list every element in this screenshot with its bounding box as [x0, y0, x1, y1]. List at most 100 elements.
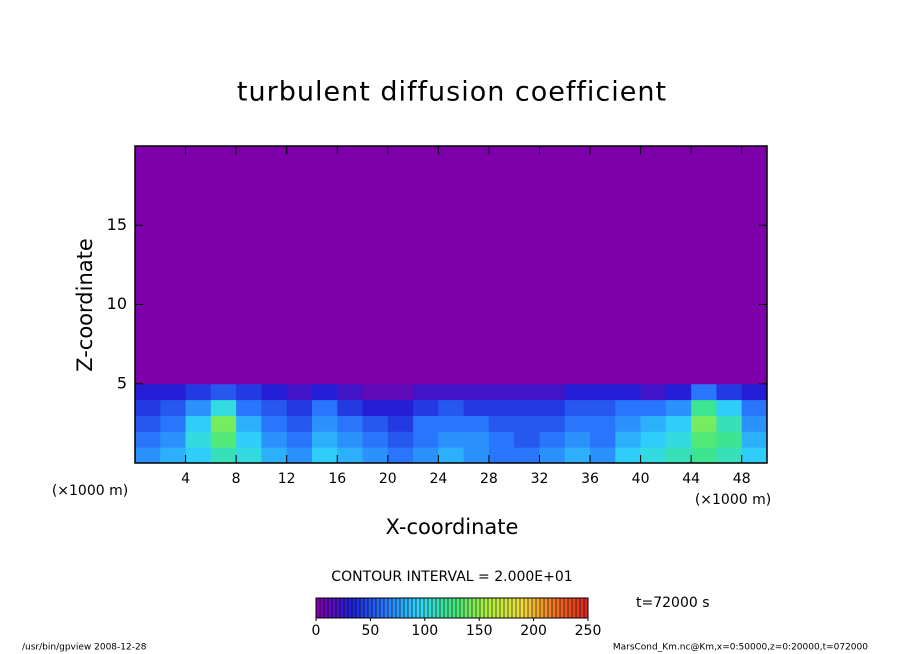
- x-tick-label: 36: [581, 471, 599, 487]
- heatmap-cell: [413, 447, 439, 464]
- heatmap-cell: [311, 447, 338, 464]
- heatmap-cell: [236, 399, 262, 416]
- heatmap-cell: [590, 431, 616, 448]
- heatmap-cell: [514, 399, 540, 416]
- heatmap-cell: [741, 399, 768, 416]
- heatmap-cell: [615, 431, 642, 448]
- heatmap-cell: [564, 415, 591, 432]
- heatmap-cell: [438, 146, 465, 385]
- x-tick-label: 40: [632, 471, 650, 487]
- heatmap-cell: [261, 399, 288, 416]
- heatmap-cell: [564, 431, 591, 448]
- heatmap-cell: [615, 146, 642, 385]
- heatmap-cell: [539, 383, 566, 401]
- contour-interval: CONTOUR INTERVAL = 2.000E+01: [331, 569, 572, 585]
- heatmap-cell: [311, 383, 338, 401]
- heatmap-cell: [488, 383, 515, 401]
- heatmap-cell: [615, 399, 642, 416]
- colorbar-segment: [460, 598, 465, 618]
- colorbar-segment: [408, 598, 413, 618]
- colorbar-segment: [532, 598, 537, 618]
- heatmap-cell: [438, 399, 465, 416]
- heatmap-cell: [261, 146, 288, 385]
- heatmap-cell: [640, 146, 667, 385]
- colorbar-segment: [368, 598, 373, 618]
- colorbar-segment: [364, 598, 369, 618]
- colorbar-segment: [448, 598, 453, 618]
- heatmap-cell: [337, 431, 364, 448]
- colorbar-segment: [548, 598, 553, 618]
- heatmap-cell: [665, 415, 692, 432]
- heatmap-cell: [160, 399, 187, 416]
- heatmap-cell: [210, 146, 237, 385]
- heatmap-cell: [236, 415, 262, 432]
- heatmap-cell: [210, 415, 237, 432]
- heatmap-cell: [135, 415, 161, 432]
- heatmap-cell: [185, 447, 212, 464]
- colorbar-tick-label: 200: [520, 623, 547, 639]
- colorbar-segment: [420, 598, 425, 618]
- colorbar-segment: [404, 598, 409, 618]
- y-tick-label: 10: [107, 294, 127, 313]
- heatmap-cell: [261, 447, 288, 464]
- colorbar-segment: [344, 598, 349, 618]
- heatmap-cell: [185, 431, 212, 448]
- colorbar-tick-label: 0: [312, 623, 321, 639]
- heatmap-cell: [691, 447, 717, 464]
- heatmap-cell: [311, 431, 338, 448]
- heatmap-cell: [413, 383, 439, 401]
- colorbar-segment: [468, 598, 473, 618]
- heatmap-cell: [514, 383, 540, 401]
- x-tick-label: 4: [181, 471, 190, 487]
- heatmap-cell: [337, 447, 364, 464]
- colorbar-segment: [452, 598, 457, 618]
- heatmap-cell: [539, 399, 566, 416]
- heatmap-cell: [210, 383, 237, 401]
- heatmap-cell: [514, 146, 540, 385]
- heatmap-cell: [387, 399, 414, 416]
- heatmap-cell: [261, 383, 288, 401]
- colorbar-segment: [520, 598, 525, 618]
- heatmap-cell: [286, 415, 313, 432]
- heatmap-cell: [438, 431, 465, 448]
- colorbar-segment: [348, 598, 353, 618]
- heatmap-cell: [514, 415, 540, 432]
- colorbar-segment: [584, 598, 589, 618]
- heatmap-cell: [488, 399, 515, 416]
- heatmap-cell: [185, 383, 212, 401]
- heatmap-cell: [741, 146, 768, 385]
- heatmap-cell: [362, 383, 389, 401]
- colorbar-segment: [328, 598, 333, 618]
- heatmap-cell: [413, 415, 439, 432]
- colorbar-segment: [340, 598, 345, 618]
- heatmap-cell: [716, 431, 743, 448]
- heatmap-cell: [463, 146, 490, 385]
- heatmap-cell: [311, 146, 338, 385]
- heatmap-cell: [135, 431, 161, 448]
- heatmap-cell: [590, 383, 616, 401]
- colorbar-segment: [412, 598, 417, 618]
- heatmap-cell: [590, 399, 616, 416]
- y-axis-label: Z-coordinate: [73, 238, 97, 372]
- heatmap-cell: [590, 447, 616, 464]
- heatmap-cell: [286, 146, 313, 385]
- colorbar-segment: [544, 598, 549, 618]
- colorbar-segment: [504, 598, 509, 618]
- heatmap-cell: [640, 383, 667, 401]
- heatmap-cell: [210, 447, 237, 464]
- colorbar-segment: [428, 598, 433, 618]
- y-tick-label: 5: [117, 373, 127, 392]
- colorbar-segment: [336, 598, 341, 618]
- colorbar-segment: [564, 598, 569, 618]
- heatmap-cell: [665, 146, 692, 385]
- colorbar-frame: [315, 597, 589, 619]
- heatmap-cell: [210, 431, 237, 448]
- heatmap-cell: [387, 383, 414, 401]
- heatmap-cell: [438, 383, 465, 401]
- colorbar-segment: [480, 598, 485, 618]
- heatmap-cell: [590, 146, 616, 385]
- heatmap-cell: [564, 399, 591, 416]
- heatmap-cell: [615, 447, 642, 464]
- x-tick-label: 16: [328, 471, 346, 487]
- heatmap-cell: [741, 383, 768, 401]
